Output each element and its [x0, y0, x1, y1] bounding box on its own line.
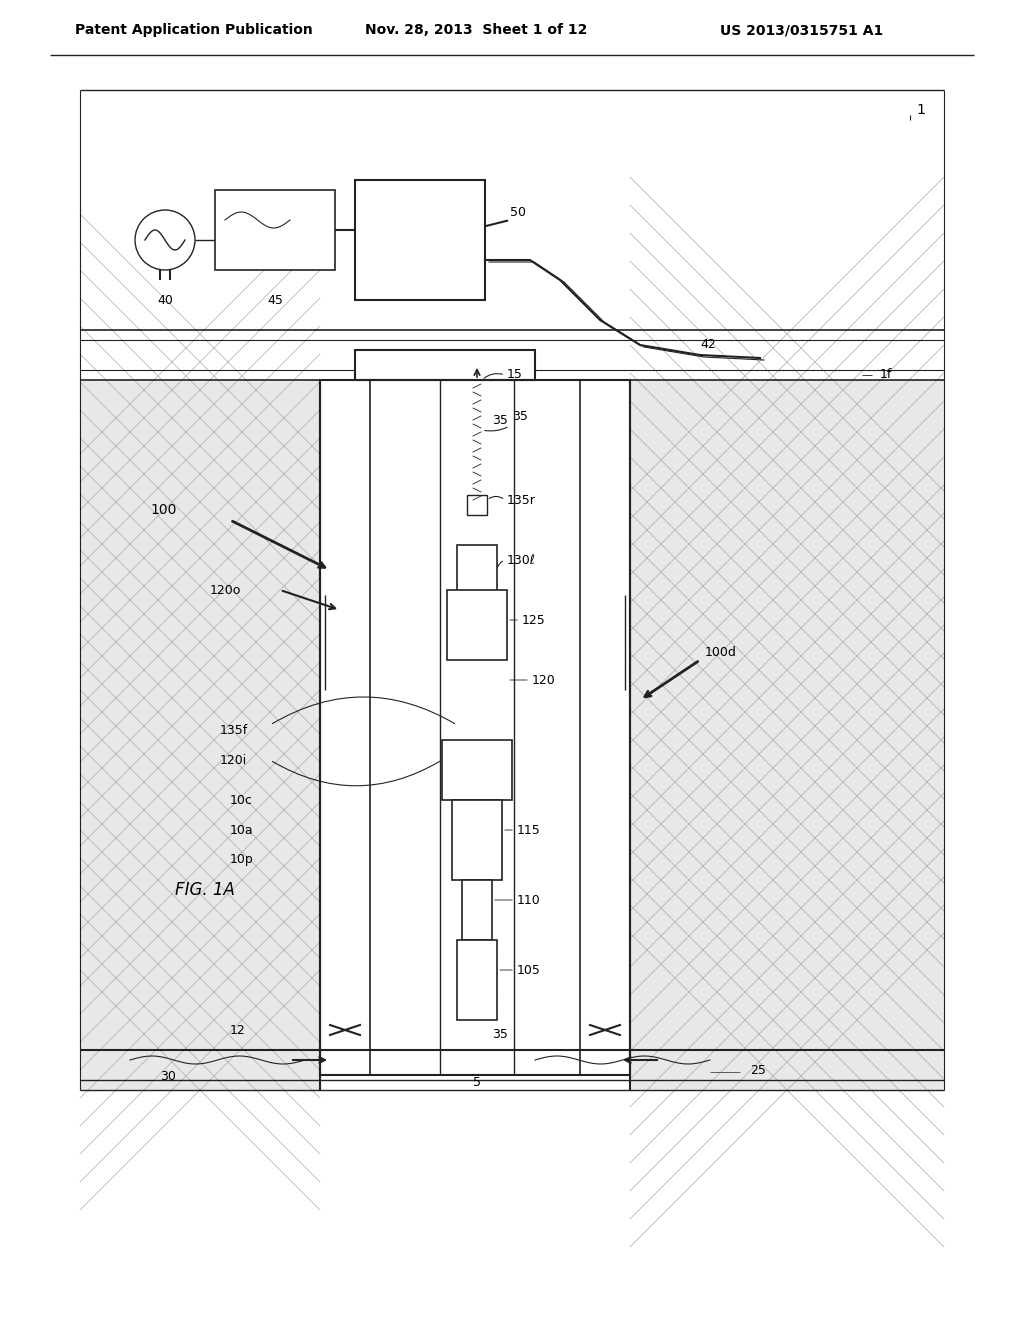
Text: Patent Application Publication: Patent Application Publication [75, 22, 312, 37]
Text: 10p: 10p [230, 854, 254, 866]
Text: 5: 5 [473, 1077, 481, 1089]
Text: 35: 35 [492, 1028, 508, 1041]
Bar [319, 380, 630, 1074]
Text: US 2013/0315751 A1: US 2013/0315751 A1 [720, 22, 884, 37]
Text: 100: 100 [150, 503, 176, 517]
Text: 30: 30 [160, 1071, 176, 1084]
Bar [215, 190, 335, 271]
Bar [457, 940, 497, 1020]
Text: 130ℓ: 130ℓ [507, 553, 536, 566]
Text: +: + [310, 195, 319, 205]
Text: 105: 105 [517, 964, 541, 977]
Text: 45: 45 [267, 293, 283, 306]
Text: 12: 12 [230, 1023, 246, 1036]
Text: 110: 110 [517, 894, 541, 907]
Text: Nov. 28, 2013  Sheet 1 of 12: Nov. 28, 2013 Sheet 1 of 12 [365, 22, 588, 37]
Text: 125: 125 [522, 614, 546, 627]
Text: 42: 42 [700, 338, 716, 351]
Bar [457, 545, 497, 595]
Text: 120i: 120i [220, 754, 247, 767]
Text: 1f: 1f [880, 368, 892, 381]
Text: 135f: 135f [220, 723, 248, 737]
Bar [447, 590, 507, 660]
Bar [355, 180, 485, 300]
Bar [442, 741, 512, 800]
Text: FIG. 1A: FIG. 1A [175, 880, 234, 899]
Text: 115: 115 [517, 824, 541, 837]
Bar [467, 495, 487, 515]
Text: 10a: 10a [230, 824, 254, 837]
Text: 1: 1 [916, 103, 925, 117]
Text: 120o: 120o [210, 583, 242, 597]
Bar [452, 800, 502, 880]
Bar [462, 880, 492, 940]
Text: 35: 35 [484, 411, 528, 430]
Text: 10c: 10c [230, 793, 253, 807]
Text: 25: 25 [750, 1064, 766, 1077]
Bar [355, 350, 535, 380]
Text: 120: 120 [532, 673, 556, 686]
Text: 100d: 100d [705, 645, 737, 659]
Text: 15: 15 [507, 368, 523, 381]
Text: -: - [310, 224, 313, 235]
Text: 35: 35 [492, 413, 508, 426]
Text: 50: 50 [510, 206, 526, 219]
Text: 135r: 135r [507, 494, 536, 507]
Text: 40: 40 [157, 293, 173, 306]
